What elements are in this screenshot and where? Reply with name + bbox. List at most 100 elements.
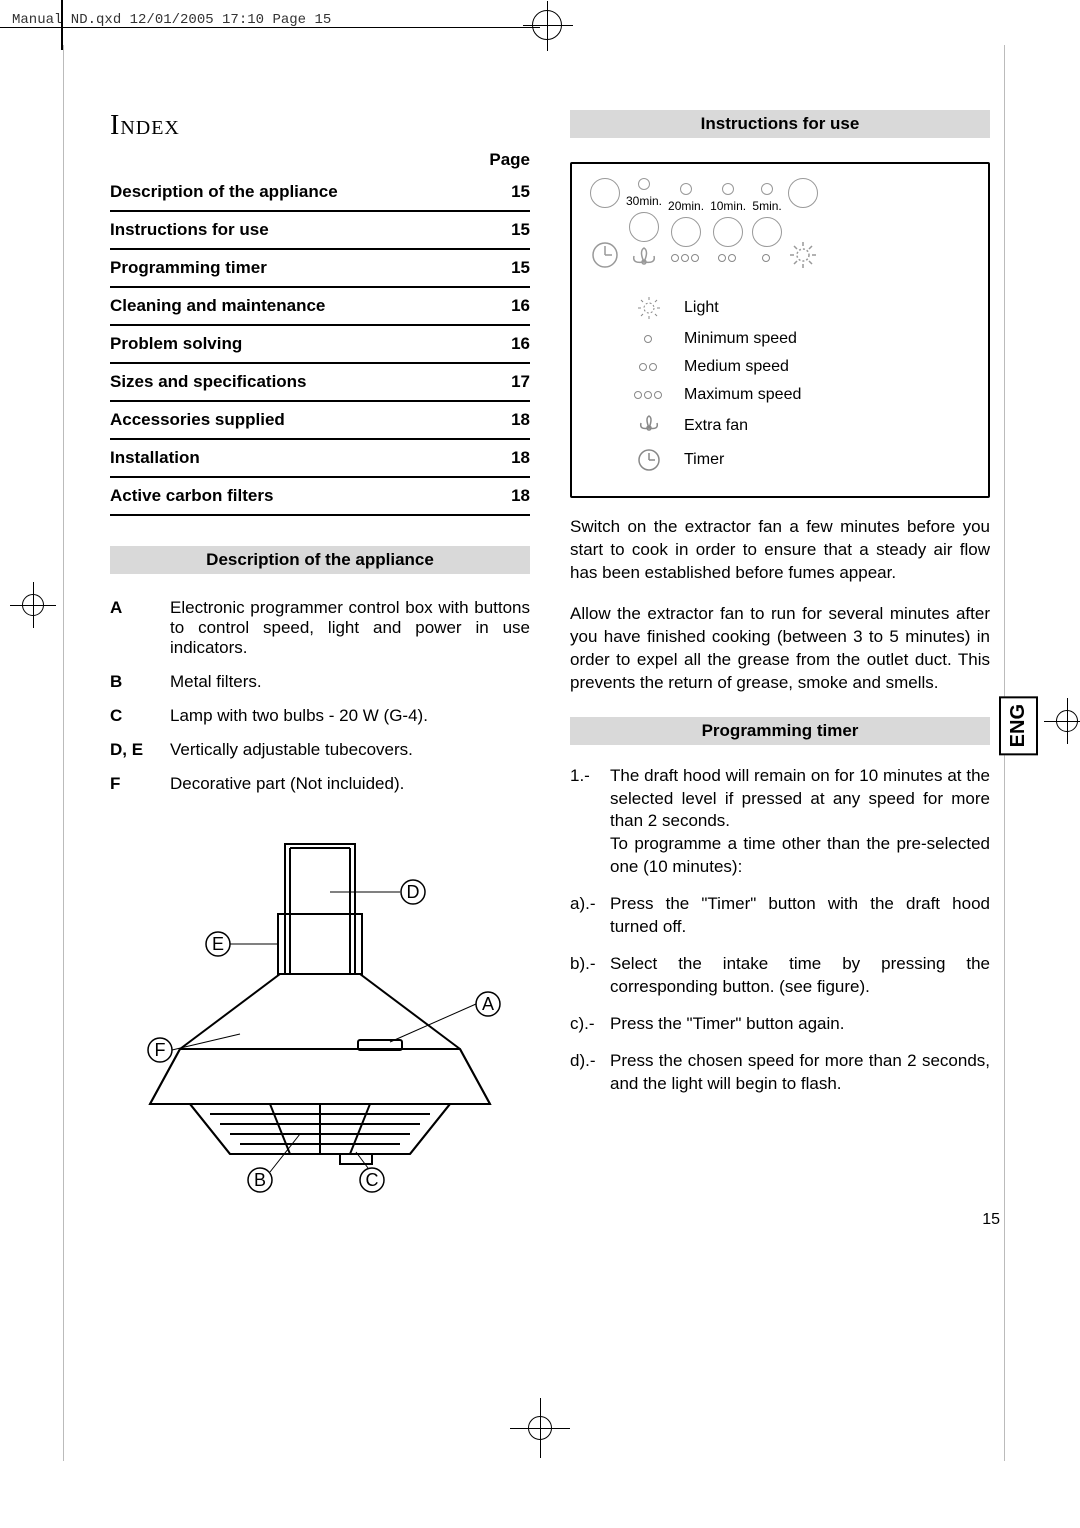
index-page: 16 [480, 325, 530, 363]
index-page: 15 [480, 211, 530, 249]
indicator-icon [722, 183, 734, 195]
index-page: 15 [480, 249, 530, 287]
appliance-diagram: D E A F B [110, 834, 530, 1199]
crop-mark [0, 27, 540, 28]
button-icon [752, 217, 782, 247]
index-page: 15 [480, 174, 530, 211]
diagram-label-f: F [155, 1040, 166, 1060]
timer-icon [590, 240, 620, 270]
light-icon [788, 240, 818, 270]
diagram-label-e: E [212, 934, 224, 954]
legend-label: Medium speed [684, 358, 789, 376]
step-num: c).- [570, 1013, 610, 1036]
button-icon [629, 212, 659, 242]
index-label: Cleaning and maintenance [110, 287, 480, 325]
index-page: 16 [480, 287, 530, 325]
legend-label: Light [684, 299, 719, 317]
registration-mark [1052, 706, 1080, 736]
index-title: Index [110, 110, 530, 142]
button-icon [713, 217, 743, 247]
desc-key: D, E [110, 740, 170, 760]
diagram-label-d: D [407, 882, 420, 902]
timer-button-icon [590, 178, 620, 208]
speed1-icon [762, 251, 772, 265]
page-content: ENG Index Page Description of the applia… [110, 110, 990, 1199]
diagram-label-c: C [366, 1170, 379, 1190]
time-label: 30min. [626, 194, 662, 208]
index-label: Description of the appliance [110, 174, 480, 211]
dot3-icon [632, 386, 666, 404]
index-page: 18 [480, 477, 530, 515]
index-page: 18 [480, 401, 530, 439]
light-icon [632, 296, 666, 320]
step-text: Press the chosen speed for more than 2 s… [610, 1050, 990, 1096]
trim-mark [63, 45, 64, 1461]
button-icon [671, 217, 701, 247]
legend-label: Timer [684, 451, 724, 469]
index-table: Page Description of the appliance15Instr… [110, 150, 530, 516]
desc-text: Electronic programmer control box with b… [170, 598, 530, 658]
index-label: Accessories supplied [110, 401, 480, 439]
time-label: 10min. [710, 199, 746, 213]
time-label: 5min. [752, 199, 781, 213]
index-label: Problem solving [110, 325, 480, 363]
description-list: AElectronic programmer control box with … [110, 598, 530, 794]
indicator-icon [638, 178, 650, 190]
index-page: 17 [480, 363, 530, 401]
step-num: b).- [570, 953, 610, 999]
fan-icon [632, 414, 666, 438]
index-page: 18 [480, 439, 530, 477]
diagram-label-a: A [482, 994, 494, 1014]
print-slug: Manual ND.qxd 12/01/2005 17:10 Page 15 [12, 12, 331, 28]
page-header: Page [480, 150, 530, 174]
legend-label: Minimum speed [684, 330, 797, 348]
index-label: Programming timer [110, 249, 480, 287]
timer-list: 1.- The draft hood will remain on for 10… [570, 765, 990, 1096]
instructions-para2: Allow the extractor fan to run for sever… [570, 603, 990, 695]
light-button-icon [788, 178, 818, 208]
index-label: Active carbon filters [110, 477, 480, 515]
indicator-icon [680, 183, 692, 195]
legend-label: Maximum speed [684, 386, 801, 404]
dot2-icon [632, 358, 666, 376]
page-number: 15 [982, 1211, 1000, 1229]
description-header: Description of the appliance [110, 546, 530, 574]
speed2-icon [718, 251, 738, 265]
step-text: Press the "Timer" button with the draft … [610, 893, 990, 939]
step-num: a).- [570, 893, 610, 939]
crop-mark [61, 0, 63, 50]
speed3-icon [671, 251, 701, 265]
step-text: Select the intake time by pressing the c… [610, 953, 990, 999]
instructions-para1: Switch on the extractor fan a few minute… [570, 516, 990, 585]
timer-header: Programming timer [570, 717, 990, 745]
legend: Light Minimum speed Medium speed Maximum sp… [590, 296, 970, 472]
step-num: 1.- [570, 765, 610, 880]
index-label: Instructions for use [110, 211, 480, 249]
step-text: To programme a time other than the pre-s… [610, 833, 990, 879]
registration-mark [520, 1408, 560, 1448]
desc-text: Metal filters. [170, 672, 262, 692]
time-label: 20min. [668, 199, 704, 213]
dot1-icon [632, 330, 666, 348]
desc-key: C [110, 706, 170, 726]
step-text: The draft hood will remain on for 10 min… [610, 765, 990, 834]
language-tab: ENG [999, 696, 1038, 755]
indicator-icon [761, 183, 773, 195]
legend-label: Extra fan [684, 417, 748, 435]
diagram-label-b: B [254, 1170, 266, 1190]
registration-mark [18, 590, 48, 620]
step-text: Press the "Timer" button again. [610, 1013, 990, 1036]
control-panel-diagram: 30min. 20min. 10min. [570, 162, 990, 498]
desc-key: B [110, 672, 170, 692]
instructions-header: Instructions for use [570, 110, 990, 138]
index-label: Sizes and specifications [110, 363, 480, 401]
desc-text: Lamp with two bulbs - 20 W (G-4). [170, 706, 428, 726]
fan-icon [629, 246, 659, 270]
crop-mark [532, 10, 562, 40]
desc-text: Vertically adjustable tubecovers. [170, 740, 413, 760]
left-column: Index Page Description of the appliance1… [110, 110, 530, 1199]
index-label: Installation [110, 439, 480, 477]
timer-icon [632, 448, 666, 472]
step-num: d).- [570, 1050, 610, 1096]
right-column: Instructions for use 30min. [570, 110, 990, 1199]
